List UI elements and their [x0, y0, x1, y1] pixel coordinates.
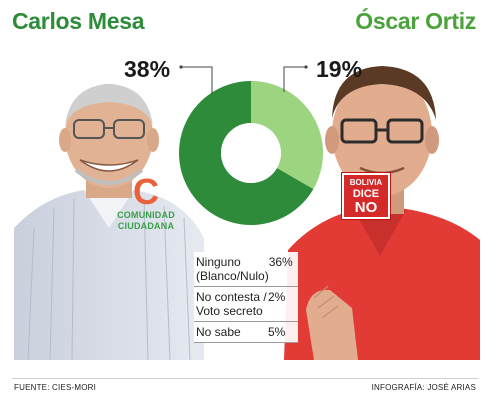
logo-right-line1: BOLIVIA: [349, 178, 383, 187]
others-row-no-sabe: No sabe 5%: [194, 322, 298, 343]
logo-right-line2: DICE: [352, 188, 380, 200]
logo-left-line2: CIUDADANA: [117, 221, 175, 231]
footer-source: FUENTE: CIES-MORI: [14, 383, 97, 392]
others-label: No sabe: [196, 325, 241, 339]
candidate-name-mesa: Carlos Mesa: [12, 8, 145, 34]
other-responses-table: Ninguno (Blanco/Nulo) 36% No contesta / …: [194, 252, 298, 343]
photo-carlos-mesa: [14, 84, 204, 360]
logo-right-line3: NO: [354, 199, 378, 216]
footer-rule: [12, 378, 478, 379]
percent-label-ortiz: 19%: [316, 56, 363, 82]
footer-credit: INFOGRAFÍA: JOSÉ ARIAS: [371, 383, 476, 392]
others-row-ninguno: Ninguno (Blanco/Nulo) 36%: [194, 252, 298, 287]
c-letter-icon: C: [133, 171, 159, 212]
others-value: 5%: [268, 325, 286, 339]
others-label: No contesta / Voto secreto: [196, 290, 267, 318]
candidate-name-ortiz: Óscar Ortiz: [355, 8, 476, 34]
donut-hole: [221, 123, 281, 183]
logo-bolivia-dice-no: BOLIVIA DICE NO: [342, 173, 390, 219]
others-value: 2%: [268, 290, 286, 304]
donut-slice-ortiz: [251, 81, 323, 189]
others-row-no-contesta: No contesta / Voto secreto 2%: [194, 287, 298, 322]
percent-label-mesa: 38%: [124, 56, 171, 82]
donut-slice-mesa: [179, 81, 314, 225]
logo-left-line1: COMUNIDAD: [117, 210, 175, 220]
others-value: 36%: [268, 255, 293, 269]
logo-comunidad-ciudadana: C COMUNIDAD CIUDADANA: [106, 174, 186, 234]
others-label: Ninguno (Blanco/Nulo): [196, 255, 269, 283]
donut-chart: [179, 81, 323, 225]
photo-oscar-ortiz: [284, 66, 480, 360]
